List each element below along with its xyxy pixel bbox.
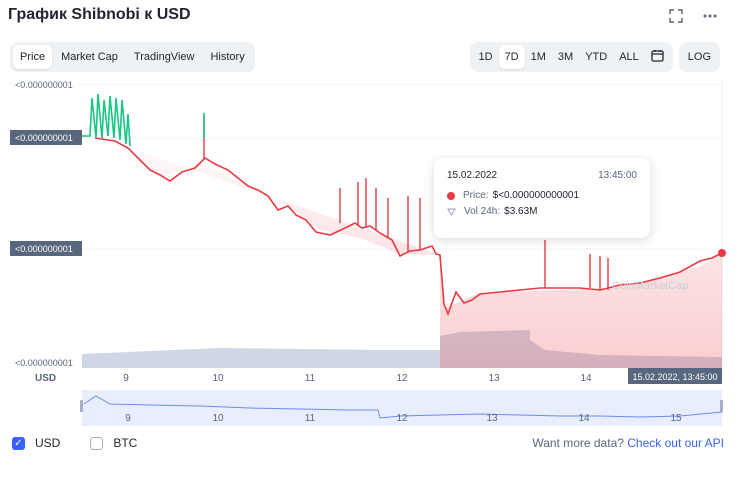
- chart-type-tabs: Price Market Cap TradingView History: [10, 42, 255, 72]
- x-label: 12: [396, 373, 408, 384]
- navigator-axis: 9 10 11 12 13 14 15: [125, 413, 682, 424]
- more-data-prompt: Want more data?: [532, 436, 624, 450]
- range-7d[interactable]: 7D: [498, 45, 525, 69]
- volume-icon: [447, 207, 456, 216]
- price-line-up: [82, 93, 131, 147]
- tab-price[interactable]: Price: [13, 45, 53, 69]
- x-axis: 9 10 11 12 13 14: [123, 373, 592, 384]
- x-current-badge: 15.02.2022, 13:45:00: [632, 372, 717, 382]
- x-current-badge-bg: [628, 368, 722, 384]
- usd-checkbox-label[interactable]: USD: [35, 436, 61, 450]
- y-badge-upper: <0.000000001: [15, 133, 73, 143]
- price-chart[interactable]: <0.000000001 <0.000000001 <0.000000001 <…: [0, 78, 740, 428]
- x-label: 9: [123, 373, 129, 384]
- tooltip-vol-value: $3.63M: [504, 206, 538, 217]
- btc-checkbox-label[interactable]: BTC: [113, 436, 138, 450]
- tooltip-date: 15.02.2022: [447, 170, 498, 181]
- usd-checkbox[interactable]: ✓: [12, 436, 25, 450]
- more-icon[interactable]: [702, 8, 718, 24]
- price-tooltip: 15.02.2022 13:45:00 Price: $<0.000000000…: [434, 158, 650, 238]
- nav-label: 15: [670, 413, 682, 424]
- nav-label: 12: [396, 413, 408, 424]
- tooltip-vol-label: Vol 24h:: [464, 206, 501, 217]
- tab-history[interactable]: History: [210, 51, 245, 63]
- x-label: 13: [488, 373, 500, 384]
- nav-label: 14: [578, 413, 590, 424]
- tab-market-cap[interactable]: Market Cap: [61, 51, 118, 63]
- x-label: 14: [580, 373, 592, 384]
- more-data-text: Want more data? Check out our API: [532, 436, 724, 450]
- range-1d[interactable]: 1D: [478, 51, 493, 63]
- range-3m[interactable]: 3M: [557, 51, 574, 63]
- currency-axis-label: USD: [35, 373, 56, 384]
- watermark: CoinMarketCap: [612, 280, 688, 292]
- log-toggle-group: LOG: [678, 42, 720, 72]
- range-navigator[interactable]: [82, 390, 722, 426]
- nav-label: 13: [486, 413, 498, 424]
- bottom-bar: ✓ USD BTC Want more data? Check out our …: [12, 436, 724, 450]
- calendar-icon[interactable]: [645, 43, 670, 71]
- navigator-handle-right[interactable]: [720, 400, 723, 412]
- fullscreen-icon[interactable]: [668, 8, 684, 24]
- log-button[interactable]: LOG: [687, 51, 711, 63]
- y-badge-mid: <0.000000001: [15, 244, 73, 254]
- range-1m[interactable]: 1M: [530, 51, 546, 63]
- navigator-line: [83, 395, 723, 419]
- tooltip-price-value: $<0.000000000001: [492, 190, 580, 201]
- nav-label: 10: [212, 413, 224, 424]
- tab-tradingview[interactable]: TradingView: [133, 51, 195, 63]
- range-all[interactable]: ALL: [619, 51, 639, 63]
- chart-title: График Shibnobi к USD: [8, 6, 191, 23]
- y-label-bottom: <0.000000001: [15, 358, 73, 368]
- nav-label: 11: [305, 413, 316, 424]
- navigator-handle-left[interactable]: [80, 400, 83, 412]
- x-label: 11: [305, 373, 316, 384]
- x-label: 10: [212, 373, 224, 384]
- price-line: [94, 137, 723, 317]
- y-badge-upper-bg: [10, 130, 82, 145]
- range-ytd[interactable]: YTD: [585, 51, 608, 63]
- tooltip-price-label: Price:: [463, 190, 489, 201]
- y-badge-mid-bg: [10, 241, 82, 256]
- y-label-top: <0.000000001: [15, 80, 73, 90]
- price-dot-icon: [447, 191, 455, 200]
- nav-label: 9: [125, 413, 131, 424]
- api-link[interactable]: Check out our API: [627, 436, 724, 450]
- current-price-point[interactable]: [718, 249, 726, 257]
- tooltip-time: 13:45:00: [598, 170, 637, 181]
- time-range-group: 1D 7D 1M 3M YTD ALL: [469, 42, 673, 72]
- btc-checkbox[interactable]: [90, 436, 104, 450]
